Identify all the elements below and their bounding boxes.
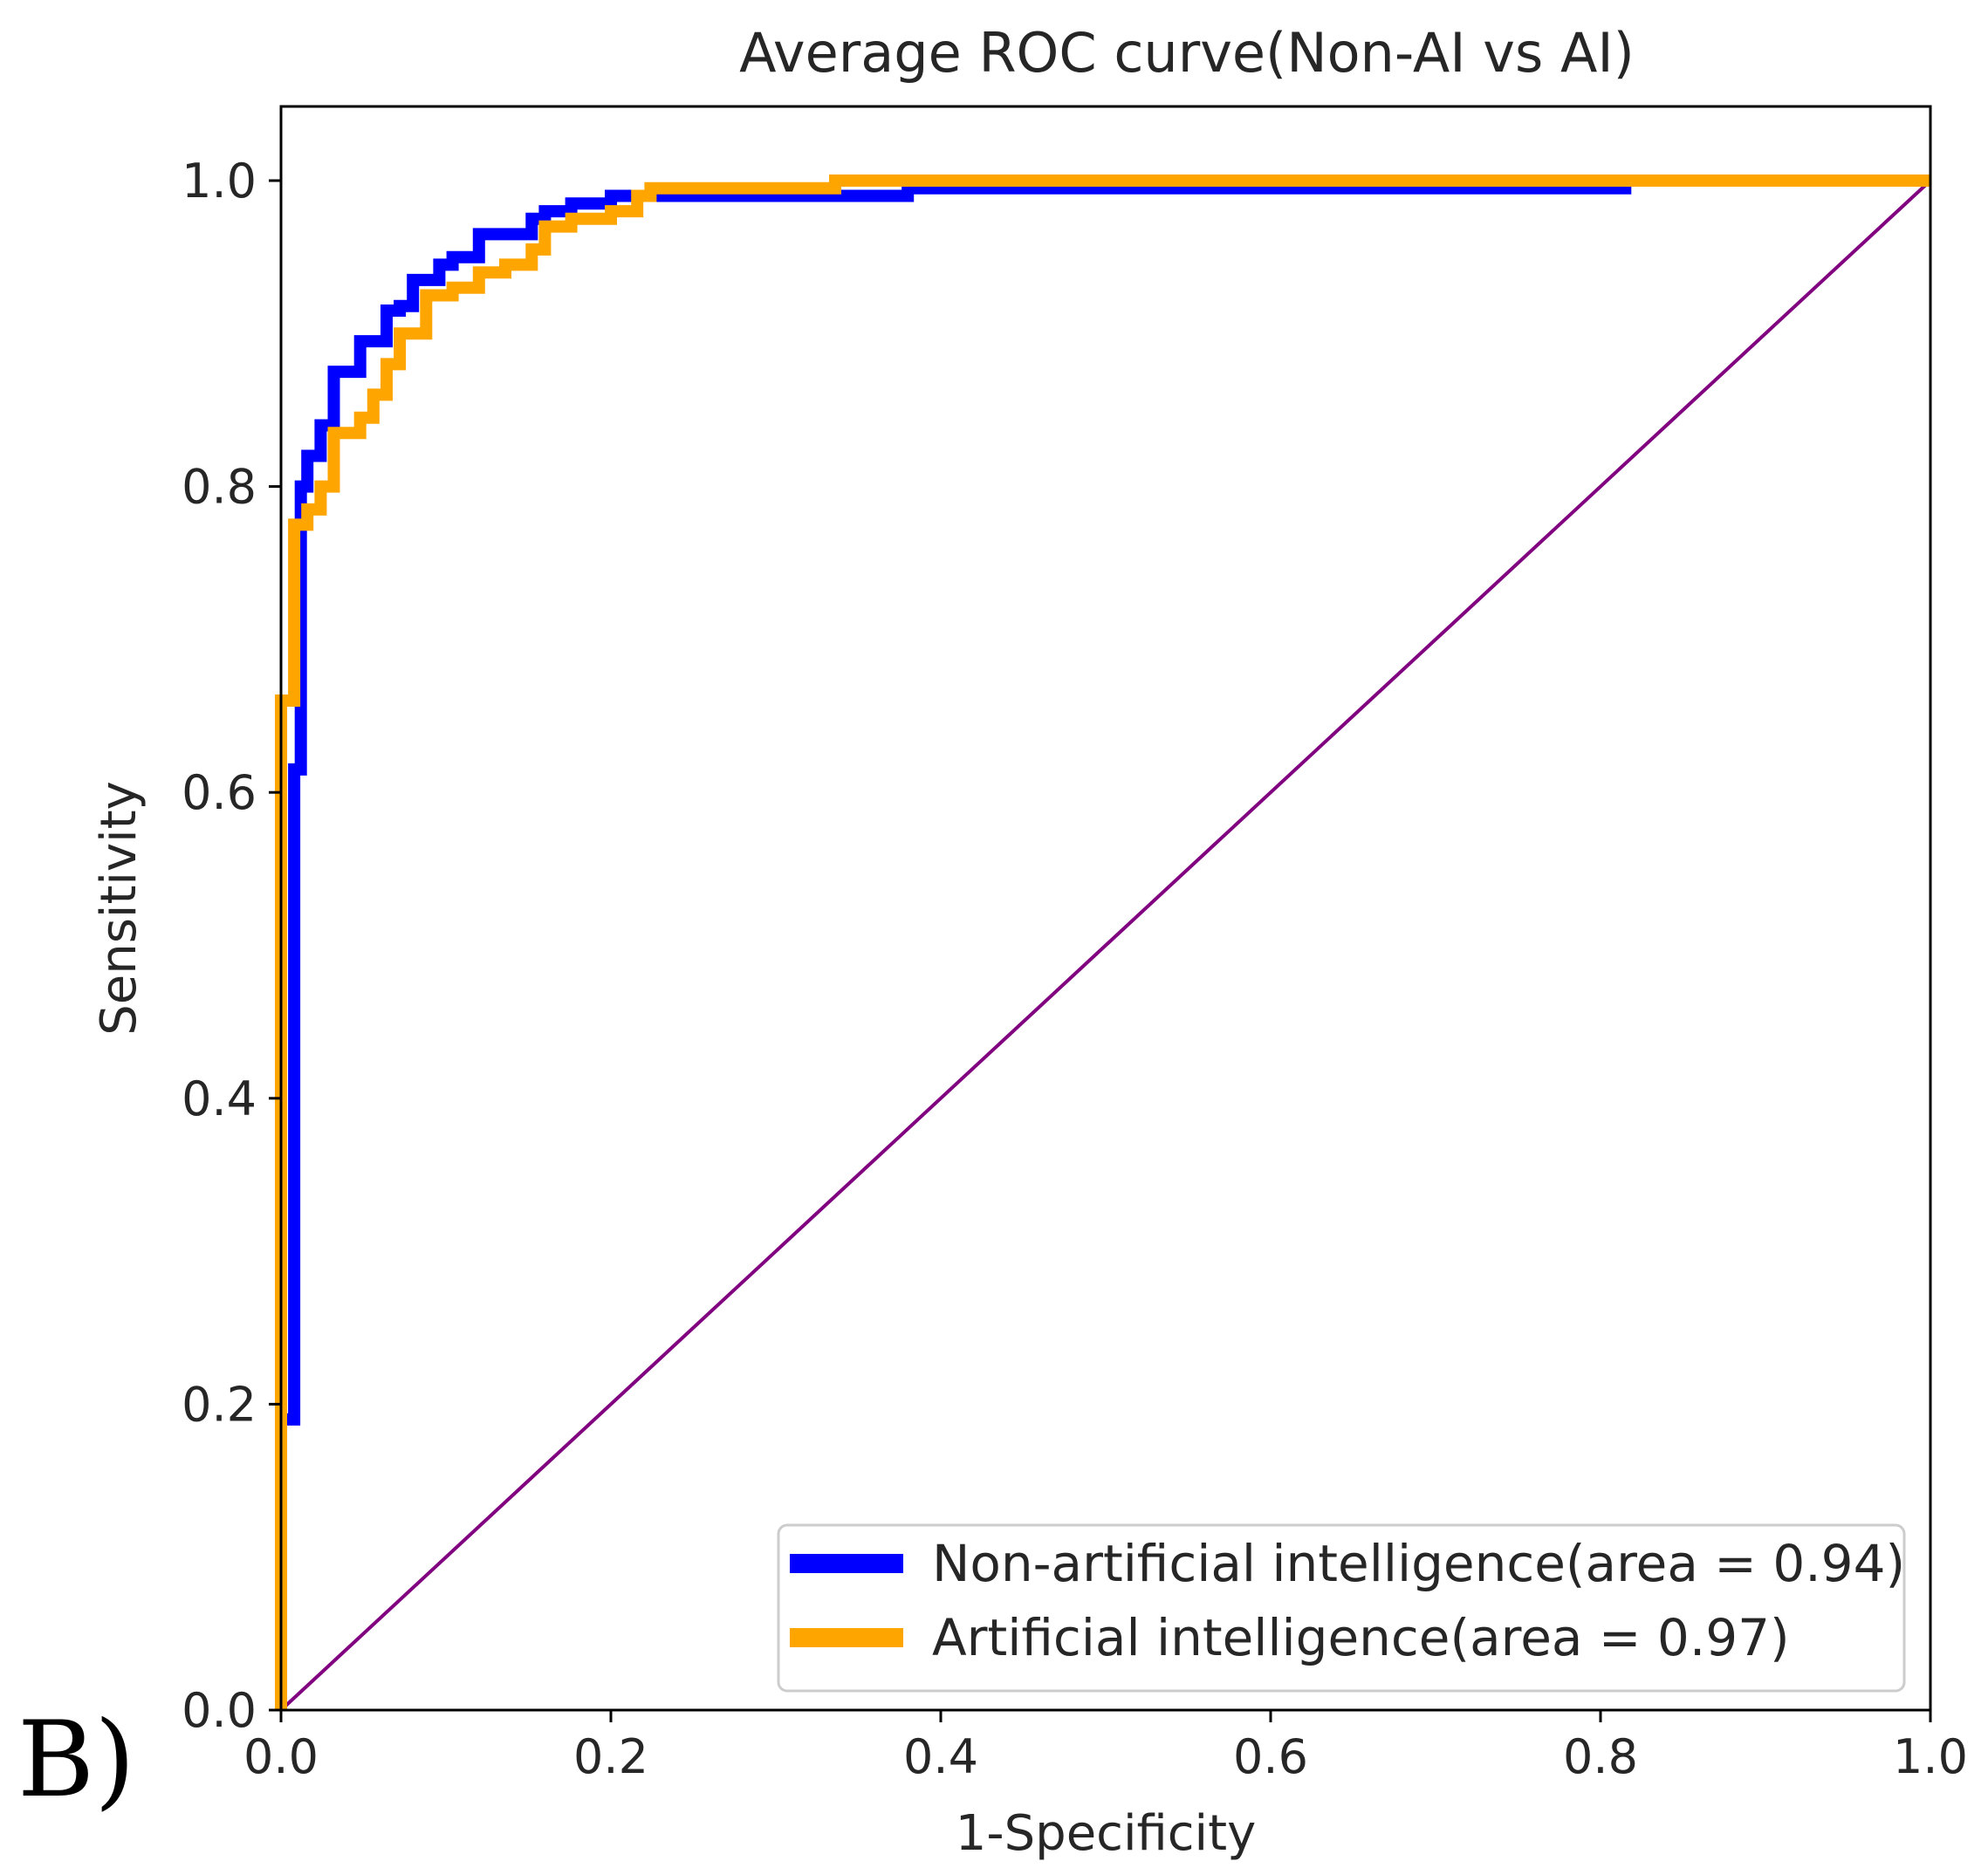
x-axis-label: 1-Specificity [956,1805,1256,1862]
x-tick-label: 0.6 [1233,1729,1308,1784]
y-axis-label: Sensitivity [91,781,147,1036]
plot-background [281,106,1930,1710]
x-tick-label: 0.4 [903,1729,978,1784]
legend-label-ai: Artificial intelligence(area = 0.97) [932,1608,1790,1667]
legend: Non-artificial intelligence(area = 0.94)… [777,1523,1906,1693]
diagonal-reference-line [279,179,1932,1712]
y-tick-label: 0.6 [182,765,257,820]
roc-line-ai [275,174,1930,1710]
roc-line-non-ai [275,174,1930,1710]
x-tick-label: 0.2 [573,1729,648,1784]
y-axis-ticks: 0.0 0.2 0.4 0.6 0.8 1.0 [182,154,281,1738]
chart-title: Average ROC curve(Non-AI vs AI) [739,21,1635,85]
x-tick-label: 1.0 [1893,1729,1968,1784]
x-tick-label: 0.0 [243,1729,319,1784]
panel-label: B) [17,1700,135,1821]
y-tick-label: 0.2 [182,1377,257,1432]
y-tick-label: 0.0 [182,1683,257,1738]
x-axis-ticks: 0.0 0.2 0.4 0.6 0.8 1.0 [243,1710,1968,1784]
y-tick-label: 0.8 [182,460,257,515]
plot-frame [279,105,1932,1712]
curves-group [275,174,1932,1712]
x-tick-label: 0.8 [1563,1729,1638,1784]
y-tick-label: 0.4 [182,1071,257,1126]
legend-box [777,1523,1906,1693]
y-tick-label: 1.0 [182,154,257,209]
legend-label-non-ai: Non-artificial intelligence(area = 0.94) [932,1534,1905,1593]
